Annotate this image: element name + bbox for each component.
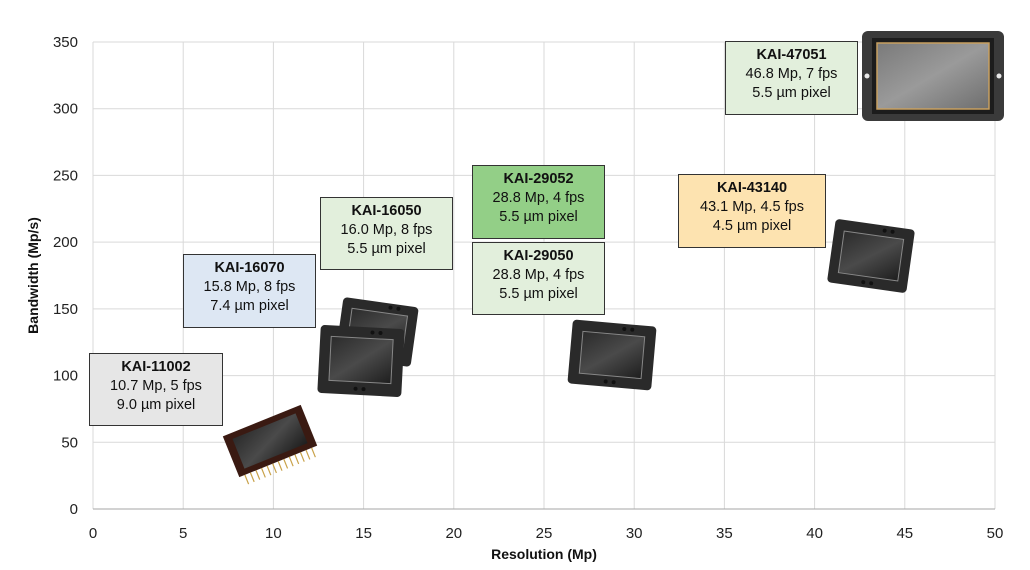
sensor-image-kai-47051 <box>862 31 1004 121</box>
annotation-name: KAI-43140 <box>716 180 788 196</box>
annotation-line2: 5.5 µm pixel <box>347 241 426 257</box>
annotation-kai-47051: KAI-47051 46.8 Mp, 7 fps 5.5 µm pixel <box>725 41 858 115</box>
annotation-kai-29052: KAI-29052 28.8 Mp, 4 fps 5.5 µm pixel <box>472 165 605 239</box>
y-tick-label: 200 <box>53 234 78 251</box>
x-tick-label: 15 <box>355 525 372 542</box>
annotation-kai-29050: KAI-29050 28.8 Mp, 4 fps 5.5 µm pixel <box>472 242 605 315</box>
x-tick-label: 30 <box>626 525 643 542</box>
annotation-name: KAI-29052 <box>503 171 574 187</box>
annotation-name: KAI-11002 <box>121 359 191 375</box>
x-tick-label: 5 <box>179 525 187 542</box>
annotation-line1: 10.7 Mp, 5 fps <box>110 378 202 394</box>
annotation-line2: 5.5 µm pixel <box>499 209 578 225</box>
y-axis-label: Bandwidth (Mp/s) <box>25 217 41 334</box>
annotation-line2: 9.0 µm pixel <box>116 397 196 413</box>
annotation-line2: 4.5 µm pixel <box>712 218 792 234</box>
annotation-name: KAI-16050 <box>351 203 422 219</box>
annotation-line1: 16.0 Mp, 8 fps <box>340 222 433 238</box>
x-tick-label: 35 <box>716 525 733 542</box>
sensor-image-kai-16070 <box>317 325 405 397</box>
annotation-kai-16070: KAI-16070 15.8 Mp, 8 fps 7.4 µm pixel <box>183 254 316 328</box>
annotation-name: KAI-16070 <box>214 260 285 276</box>
x-tick-label: 20 <box>445 525 462 542</box>
annotation-kai-11002: KAI-11002 10.7 Mp, 5 fps 9.0 µm pixel <box>89 353 223 426</box>
annotation-line1: 43.1 Mp, 4.5 fps <box>700 199 804 215</box>
annotation-line2: 5.5 µm pixel <box>499 286 578 302</box>
y-tick-label: 150 <box>53 301 78 318</box>
x-tick-label: 45 <box>896 525 913 542</box>
sensor-image-kai-43140 <box>827 219 915 293</box>
annotation-line1: 15.8 Mp, 8 fps <box>203 279 296 295</box>
y-tick-label: 350 <box>53 34 78 51</box>
y-tick-label: 300 <box>53 101 78 118</box>
x-axis-label: Resolution (Mp) <box>491 546 597 562</box>
y-tick-label: 100 <box>53 368 78 385</box>
y-tick-label: 250 <box>53 167 78 184</box>
x-tick-label: 50 <box>987 525 1004 542</box>
annotation-name: KAI-47051 <box>756 47 827 63</box>
annotation-line1: 28.8 Mp, 4 fps <box>492 267 585 283</box>
x-tick-label: 0 <box>89 525 97 542</box>
annotation-line2: 5.5 µm pixel <box>752 85 831 101</box>
annotation-kai-43140: KAI-43140 43.1 Mp, 4.5 fps 4.5 µm pixel <box>678 174 826 248</box>
annotation-line1: 28.8 Mp, 4 fps <box>492 190 585 206</box>
x-tick-label: 40 <box>806 525 823 542</box>
annotation-line2: 7.4 µm pixel <box>210 298 289 314</box>
y-tick-label: 0 <box>70 501 78 518</box>
sensor-image-kai-29050 <box>567 319 657 391</box>
sensor-image-kai-11002 <box>222 404 318 485</box>
annotation-name: KAI-29050 <box>503 248 574 264</box>
x-tick-label: 10 <box>265 525 282 542</box>
axis-layer: 0 50 100 150 200 250 300 350 0 5 10 15 20 25 30 35 40 45 5… <box>25 34 1003 562</box>
x-tick-label: 25 <box>536 525 553 542</box>
y-tick-label: 50 <box>61 434 78 451</box>
annotation-line1: 46.8 Mp, 7 fps <box>745 66 838 82</box>
annotation-kai-16050: KAI-16050 16.0 Mp, 8 fps 5.5 µm pixel <box>320 197 453 270</box>
